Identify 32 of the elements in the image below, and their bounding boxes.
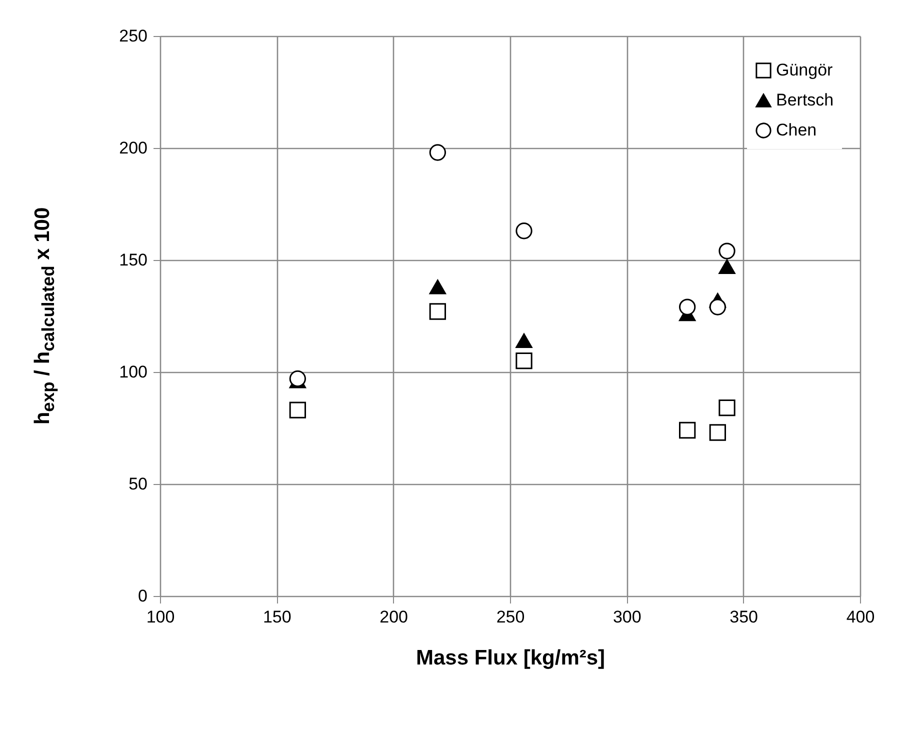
y-tick-label: 100: [119, 362, 148, 382]
point: [718, 400, 736, 416]
y-tick-label: 50: [128, 474, 148, 494]
point: [429, 144, 446, 161]
point: [289, 402, 306, 418]
point: [429, 303, 446, 320]
x-tick-label: 150: [262, 608, 292, 626]
y-tick-label: 150: [119, 250, 148, 270]
point: [679, 422, 696, 439]
point: [709, 424, 726, 441]
x-tick-label: 400: [846, 608, 875, 626]
x-tick-label: 250: [496, 608, 525, 626]
legend-label: Chen: [776, 120, 817, 140]
x-tick-label: 300: [612, 608, 642, 626]
x-axis-title: Mass Flux [kg/m²s]: [416, 646, 606, 670]
point: [429, 280, 446, 294]
y-tick-label: 250: [119, 26, 148, 46]
legend-label: Güngör: [776, 60, 834, 80]
x-tick-label: 200: [380, 608, 408, 626]
y-tick-label: 0: [138, 586, 148, 606]
x-tick-label: 350: [730, 608, 758, 626]
point: [516, 222, 532, 240]
legend-label: Bertsch: [776, 90, 834, 110]
point: [709, 298, 726, 316]
point: [718, 259, 736, 274]
point: [679, 298, 696, 316]
point: [516, 352, 532, 370]
x-tick-label: 100: [146, 608, 175, 626]
point: [289, 370, 306, 388]
y-tick-label: 200: [119, 138, 148, 158]
point: [516, 333, 532, 348]
point: [718, 242, 736, 260]
